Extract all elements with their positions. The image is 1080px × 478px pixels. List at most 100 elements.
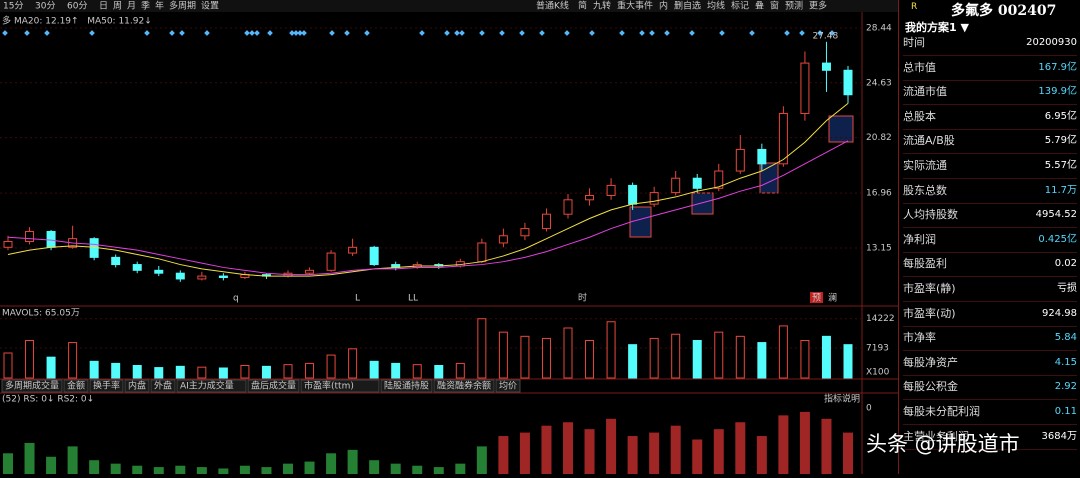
volume-bar: [111, 362, 121, 379]
ma50-line: [7, 140, 849, 276]
y-tick-label: 28.44: [866, 23, 892, 33]
info-row: 每股盈利 0.02: [903, 252, 1077, 278]
scheme-select[interactable]: 我的方案1 ▼: [905, 21, 969, 34]
indicator-tab[interactable]: 内盘: [128, 380, 146, 392]
indicator-legend: (52) RS: 0↓ RS2: 0↓: [2, 395, 94, 405]
candle-body: [671, 177, 681, 194]
info-value: 5.84: [1054, 332, 1077, 344]
high-annotation: 27.48: [812, 31, 838, 41]
volume-bar: [3, 352, 13, 379]
candle-body: [25, 230, 35, 243]
indicator-bar: [670, 425, 681, 474]
indicator-bar: [89, 460, 100, 474]
volume-bar: [154, 367, 164, 379]
period-tab[interactable]: 60分: [67, 1, 87, 12]
help-link[interactable]: 指标说明: [824, 393, 860, 405]
candle-body: [778, 112, 788, 165]
tool-button[interactable]: 删自选: [674, 0, 701, 12]
info-row: 每股未分配利润 0.11: [903, 400, 1077, 425]
indicator-tab[interactable]: 市盈率(ttm): [304, 380, 354, 392]
volume-bar: [348, 348, 358, 379]
indicator-bar: [756, 436, 767, 474]
marker-bg: [810, 292, 823, 303]
period-tab[interactable]: 30分: [35, 1, 55, 12]
volume-bar: [692, 339, 702, 379]
volume-bar: [498, 331, 508, 379]
volume-bar: [649, 337, 659, 379]
y-tick-label: 16.96: [866, 189, 892, 199]
volume-bar: [261, 365, 271, 379]
tool-button[interactable]: 标记: [731, 0, 749, 12]
info-row: 总市值 167.9亿: [903, 56, 1077, 81]
signal-diamond: [749, 30, 755, 36]
tool-button[interactable]: 叠: [755, 1, 764, 12]
indicator-tab[interactable]: 外盘: [154, 380, 172, 392]
indicator-tab[interactable]: 金额: [67, 380, 85, 392]
indicator-bar: [67, 446, 78, 474]
period-tab[interactable]: 月: [127, 1, 136, 12]
tool-button[interactable]: 普通K线: [536, 0, 569, 12]
info-value: 0.02: [1054, 258, 1077, 270]
indicator-tab[interactable]: 均价: [499, 380, 517, 392]
tool-button[interactable]: 预测: [785, 1, 803, 12]
indicator-tab[interactable]: 多周期成交量: [5, 380, 59, 392]
tab-bg: [89, 379, 124, 393]
info-label: 人均持股数: [903, 208, 958, 222]
period-tab[interactable]: 季: [141, 0, 150, 12]
tool-button[interactable]: 简: [578, 0, 587, 12]
signal-diamond: [301, 30, 307, 36]
tool-button[interactable]: 均线: [707, 0, 725, 12]
period-tab[interactable]: 设置: [201, 1, 219, 12]
tab-bg: [495, 379, 521, 393]
tool-button[interactable]: 窗: [770, 0, 779, 12]
indicator-tab[interactable]: 融资融券余额: [437, 380, 491, 392]
info-row: 每股净资产 4.15: [903, 351, 1077, 376]
indicator-bar: [196, 467, 207, 474]
candle-body: [197, 275, 207, 280]
period-tab[interactable]: 年: [155, 0, 164, 12]
tool-button[interactable]: 重大事件: [617, 0, 653, 12]
badge: R: [911, 2, 918, 12]
signal-diamond: [89, 30, 95, 36]
volume-bar: [477, 318, 487, 379]
info-label: 每股盈利: [903, 257, 947, 271]
volume-bar: [326, 354, 336, 379]
volume-bar: [520, 335, 530, 379]
volume-bar: [800, 339, 810, 379]
signal-diamond: [619, 30, 625, 36]
signal-diamond: [179, 30, 185, 36]
candle-body: [46, 230, 56, 248]
y-tick-label: 13.15: [866, 244, 892, 254]
tab-bg: [380, 379, 433, 393]
indicator-tab[interactable]: 换手率: [93, 380, 120, 392]
toolbar-bg: [0, 0, 898, 12]
signal-diamond: [204, 30, 210, 36]
event-marker: L: [355, 294, 360, 304]
indicator-bar: [799, 411, 810, 474]
tool-button[interactable]: 更多: [809, 0, 827, 12]
tab-bg: [247, 379, 300, 393]
candle-body: [800, 62, 810, 114]
indicator-bar: [218, 468, 229, 474]
volume-bar: [671, 333, 681, 379]
indicator-bar: [283, 463, 293, 474]
period-tab[interactable]: 周: [113, 1, 122, 12]
candle-body: [154, 269, 164, 274]
info-label: 流通A/B股: [903, 134, 955, 148]
candle-body: [735, 148, 745, 172]
tool-button[interactable]: 内: [659, 0, 668, 12]
indicator-tab[interactable]: AI主力成交量: [180, 380, 234, 392]
period-tab[interactable]: 15分: [3, 1, 23, 12]
indicator-tab[interactable]: 陆股通持股: [384, 380, 429, 392]
tool-button[interactable]: 九转: [593, 0, 611, 12]
info-row: 市盈率(动) 924.98: [903, 302, 1077, 327]
indicator-bar: [412, 465, 423, 474]
indicator-tab[interactable]: 盘后成交量: [251, 380, 296, 392]
info-value: 0.11: [1054, 406, 1077, 417]
info-row: 净利润 0.425亿: [903, 228, 1077, 253]
period-tab[interactable]: 多周期: [169, 0, 196, 12]
info-value: 2.92: [1054, 381, 1077, 393]
period-tab[interactable]: 日: [99, 1, 108, 12]
signal-diamond: [144, 30, 150, 36]
